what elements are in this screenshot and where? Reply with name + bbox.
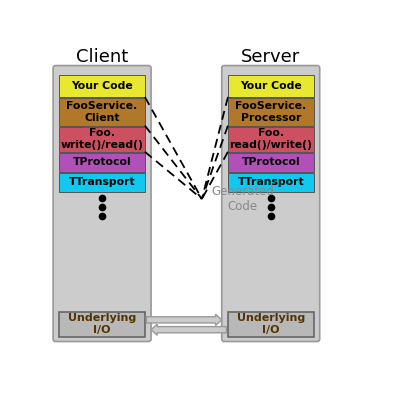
Text: Underlying
I/O: Underlying I/O	[68, 314, 136, 335]
FancyBboxPatch shape	[59, 312, 145, 336]
FancyBboxPatch shape	[228, 126, 314, 152]
Text: TProtocol: TProtocol	[242, 157, 300, 167]
FancyBboxPatch shape	[59, 98, 145, 126]
Text: Foo.
read()/write(): Foo. read()/write()	[229, 128, 312, 150]
FancyBboxPatch shape	[59, 75, 145, 97]
Text: TProtocol: TProtocol	[73, 157, 131, 167]
FancyBboxPatch shape	[228, 75, 314, 97]
FancyBboxPatch shape	[228, 312, 314, 336]
Text: FooService.
Client: FooService. Client	[66, 101, 138, 122]
FancyBboxPatch shape	[59, 173, 145, 192]
Text: Foo.
write()/read(): Foo. write()/read()	[61, 128, 144, 150]
FancyBboxPatch shape	[59, 153, 145, 172]
Text: Server: Server	[241, 48, 300, 66]
FancyArrow shape	[146, 314, 222, 325]
FancyBboxPatch shape	[53, 66, 151, 342]
Text: FooService.
Processor: FooService. Processor	[235, 101, 306, 122]
FancyBboxPatch shape	[228, 153, 314, 172]
Text: Generated
Code: Generated Code	[211, 185, 274, 213]
Text: Your Code: Your Code	[240, 81, 302, 91]
Text: Your Code: Your Code	[71, 81, 133, 91]
FancyBboxPatch shape	[222, 66, 320, 342]
FancyBboxPatch shape	[228, 173, 314, 192]
Text: TTransport: TTransport	[69, 177, 135, 187]
Text: Client: Client	[76, 48, 128, 66]
Text: Underlying
I/O: Underlying I/O	[236, 314, 305, 335]
Text: TTransport: TTransport	[238, 177, 304, 187]
FancyBboxPatch shape	[59, 126, 145, 152]
FancyBboxPatch shape	[228, 98, 314, 126]
FancyArrow shape	[151, 324, 226, 335]
